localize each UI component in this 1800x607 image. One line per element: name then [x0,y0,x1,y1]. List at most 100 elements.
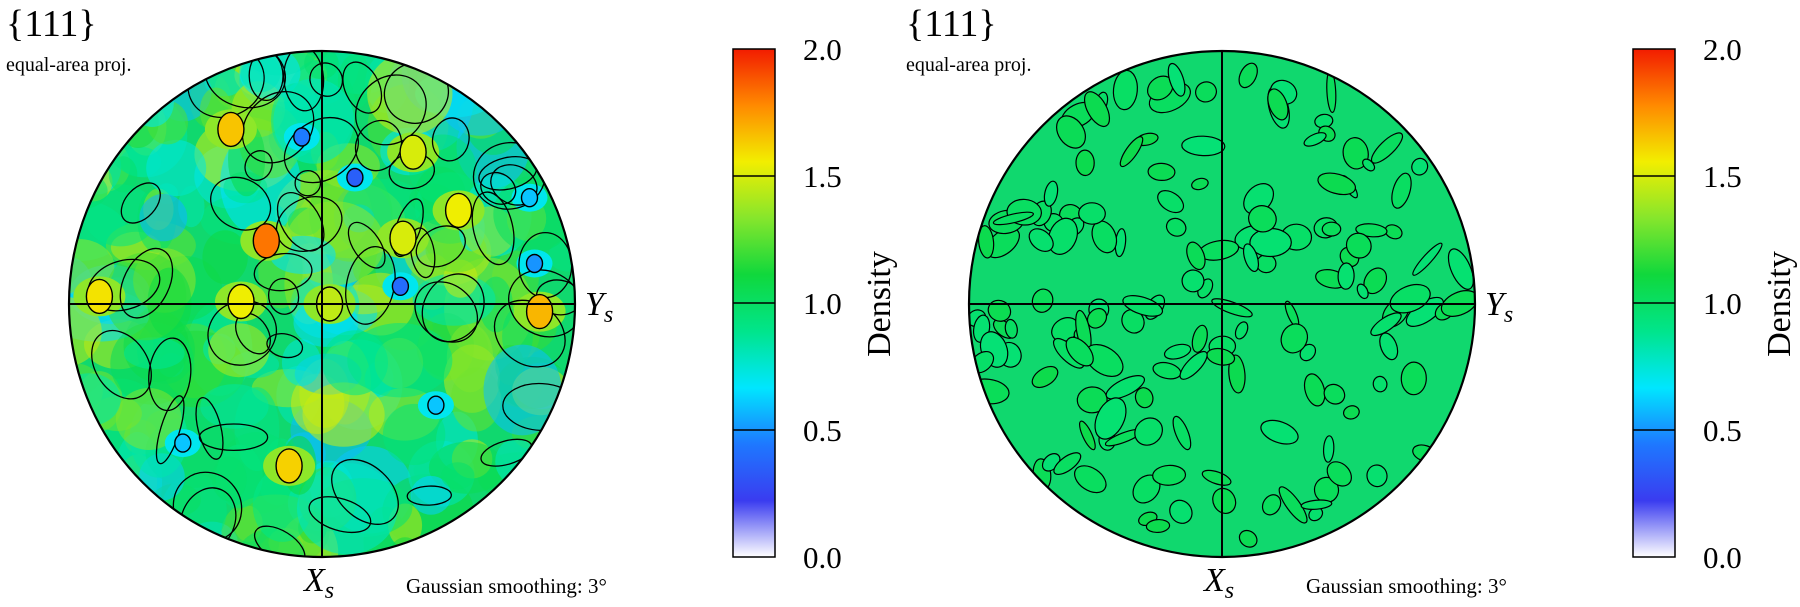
colorbar-tick-label: 0.0 [803,540,842,575]
colorbar-tick-label: 1.0 [1703,286,1742,321]
contour-line [1370,312,1402,337]
contour-line [1056,115,1086,149]
contour-line [1447,248,1474,290]
density-peak-contour [391,276,410,296]
contour-line [1389,283,1431,314]
colorbar-tick-label: 1.5 [803,159,842,194]
contour-line [1317,172,1357,196]
contour-line [508,269,575,338]
contour-line [1181,269,1205,293]
density-peak-contour [293,127,311,147]
contour-line [1411,157,1429,176]
colorbar-ticks: 2.0 1.5 1.0 0.5 0.0 [733,32,842,575]
contour-line [1179,350,1208,380]
colorbar-tick-label: 0.5 [1703,413,1742,448]
density-blob [69,172,108,209]
contour-line [1321,221,1342,237]
contour-line [1337,262,1355,290]
contour-line [253,525,306,557]
contour-line [1145,518,1171,534]
contour-line [1078,202,1106,225]
density-blob [202,230,248,285]
density-peak-contour [85,278,114,315]
contour-line [198,423,269,452]
contour-line [1157,190,1185,214]
contour-line [1043,180,1059,207]
contour-line [1076,386,1108,414]
contour-line [1323,383,1346,405]
contour-line [1326,461,1352,487]
contour-line [1086,307,1108,329]
colorbar-tick-label: 2.0 [803,32,842,67]
smoothing-note: Gaussian smoothing: 3° [406,574,607,598]
contour-line [342,61,383,114]
colorbar-tick-label: 1.0 [803,286,842,321]
contour-line [1191,324,1208,353]
colorbar: 2.0 1.5 1.0 0.5 0.0 Density [732,32,898,575]
contour-line [1234,321,1249,340]
contour-line [1078,420,1096,451]
contour-line [267,277,300,315]
contour-line [331,458,399,525]
panel-title: {111} [6,3,97,45]
density-blob [69,296,102,367]
contour-line [1147,162,1176,182]
density-blob [548,240,575,272]
density-blob [446,323,494,393]
contour-line [244,150,273,181]
contour-line [415,225,466,268]
contour-line [119,247,174,319]
contour-line [1212,487,1237,515]
contour-line [1300,499,1333,510]
contour-line [431,117,470,162]
contour-line [1105,375,1146,400]
contour-line [1278,486,1308,524]
density-peak-contour [399,134,427,170]
density-blob [146,139,207,197]
contour-line [1083,91,1111,128]
density-blob [281,339,322,387]
contour-line [1031,365,1059,389]
contour-line [1075,149,1095,177]
density-peak-contour [525,253,544,274]
density-peak-contour [346,167,364,188]
contour-line [1412,242,1443,276]
contour-line [1238,62,1258,89]
contour-line [309,62,344,97]
contour-line [1134,387,1154,409]
contour-line [1167,62,1186,97]
density-blob [302,382,385,447]
density-blob [115,388,182,450]
contour-line [283,116,359,184]
contour-line [253,252,313,292]
contour-line [91,329,152,400]
contour-line [1163,343,1192,360]
contour-line [266,333,304,359]
contour-line [1248,205,1277,233]
contour-line [1186,241,1206,271]
density-blob [441,462,475,490]
contour-line [406,485,453,506]
contour-line [1391,172,1412,209]
contour-line [992,211,1034,226]
density-blob [139,193,188,242]
density-blob [240,54,281,93]
contour-line [1372,375,1388,393]
contour-line [1065,336,1094,367]
density-peak-contour [275,448,303,484]
contour-line [987,299,1012,322]
density-contours [969,62,1475,548]
colorbar-ticks: 2.0 1.5 1.0 0.5 0.0 [1633,32,1742,575]
contour-line [1345,232,1372,259]
contour-line [421,273,485,343]
contour-line [1362,158,1376,172]
contour-line [1280,323,1309,354]
contour-line [1242,243,1260,273]
contour-line [1134,417,1163,446]
contour-line [1400,361,1427,396]
y-axis-label: Ys [585,286,613,328]
contour-line [409,227,436,279]
contour-line [1152,464,1187,486]
contour-line [1172,415,1192,451]
